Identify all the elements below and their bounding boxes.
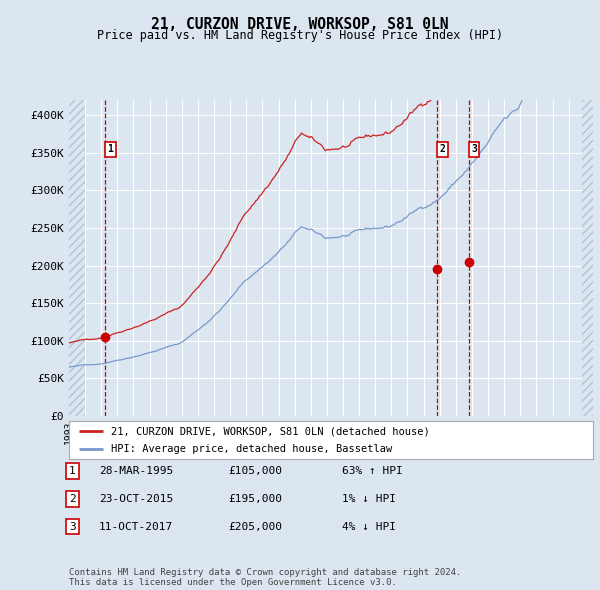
Text: 3: 3 xyxy=(69,522,76,532)
Text: 21, CURZON DRIVE, WORKSOP, S81 0LN: 21, CURZON DRIVE, WORKSOP, S81 0LN xyxy=(151,17,449,31)
Text: £195,000: £195,000 xyxy=(228,494,282,504)
Text: £205,000: £205,000 xyxy=(228,522,282,532)
Text: 4% ↓ HPI: 4% ↓ HPI xyxy=(342,522,396,532)
Text: 28-MAR-1995: 28-MAR-1995 xyxy=(99,466,173,476)
Text: Price paid vs. HM Land Registry's House Price Index (HPI): Price paid vs. HM Land Registry's House … xyxy=(97,30,503,42)
Bar xyxy=(583,100,593,416)
Text: 2: 2 xyxy=(69,494,76,504)
Text: 63% ↑ HPI: 63% ↑ HPI xyxy=(342,466,403,476)
Text: 23-OCT-2015: 23-OCT-2015 xyxy=(99,494,173,504)
Text: 11-OCT-2017: 11-OCT-2017 xyxy=(99,522,173,532)
Text: HPI: Average price, detached house, Bassetlaw: HPI: Average price, detached house, Bass… xyxy=(111,444,392,454)
Text: Contains HM Land Registry data © Crown copyright and database right 2024.
This d: Contains HM Land Registry data © Crown c… xyxy=(69,568,461,587)
Text: 2: 2 xyxy=(439,144,445,154)
Text: 1: 1 xyxy=(69,466,76,476)
Bar xyxy=(69,100,85,416)
Text: 21, CURZON DRIVE, WORKSOP, S81 0LN (detached house): 21, CURZON DRIVE, WORKSOP, S81 0LN (deta… xyxy=(111,426,430,436)
Text: 1% ↓ HPI: 1% ↓ HPI xyxy=(342,494,396,504)
Text: 3: 3 xyxy=(471,144,477,154)
Text: £105,000: £105,000 xyxy=(228,466,282,476)
Text: 1: 1 xyxy=(107,144,113,154)
